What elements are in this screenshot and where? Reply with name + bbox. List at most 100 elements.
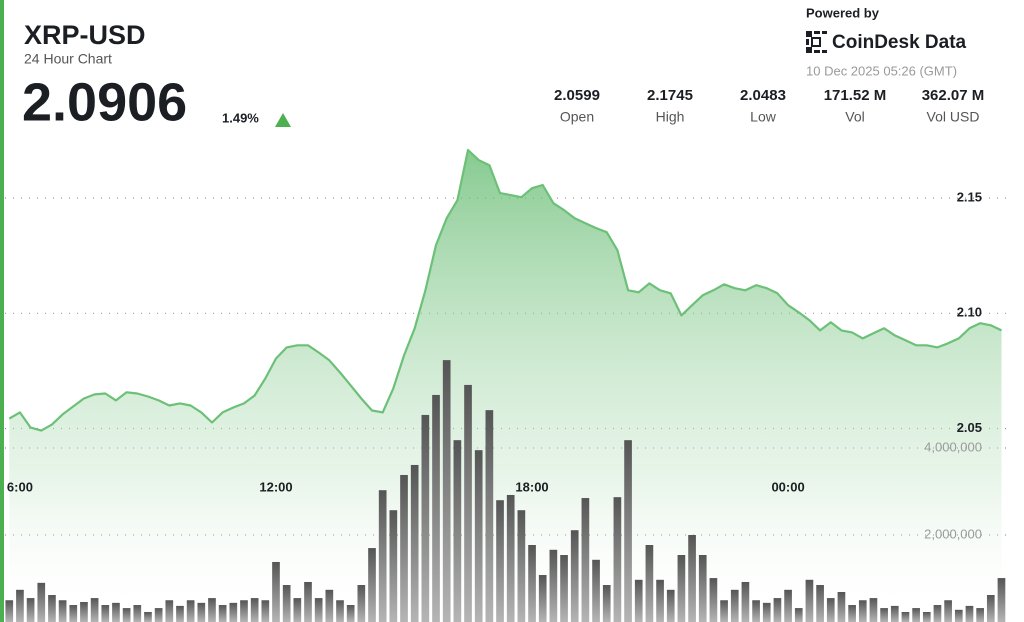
subtitle: 24 Hour Chart bbox=[24, 51, 112, 67]
volume-bar bbox=[453, 440, 462, 622]
volume-bar bbox=[421, 414, 430, 622]
volume-bar bbox=[848, 605, 856, 622]
symbol: XRP-USD bbox=[24, 20, 146, 50]
volume-bar bbox=[69, 605, 78, 622]
volume-bar bbox=[432, 394, 440, 622]
volume-bar bbox=[154, 608, 163, 622]
price: 2.0906 bbox=[22, 72, 187, 132]
volume-bar bbox=[16, 589, 24, 622]
volume-bar bbox=[592, 559, 600, 622]
stat-label: Open bbox=[560, 109, 594, 125]
volume-bar bbox=[282, 585, 291, 622]
volume-bar bbox=[730, 589, 739, 622]
stats: 2.0599 Open 2.1745 High 2.0483 Low 171.52 M Vol… bbox=[554, 87, 984, 125]
volume-bar bbox=[90, 598, 99, 622]
volume-bar bbox=[485, 410, 494, 622]
volume-bar bbox=[389, 510, 398, 622]
volume-bar bbox=[624, 440, 632, 622]
volume-bar bbox=[208, 598, 216, 622]
volume-bar bbox=[933, 605, 942, 622]
volume-bar bbox=[186, 600, 195, 622]
y-tick-label: 4,000,000 bbox=[924, 439, 982, 454]
volume-bar bbox=[602, 585, 611, 622]
volume-bar bbox=[400, 474, 408, 622]
volume-bar bbox=[538, 575, 547, 622]
volume-bar bbox=[112, 602, 120, 622]
stat-value: 2.0483 bbox=[740, 87, 786, 104]
volume-bar bbox=[997, 578, 1006, 622]
volume-bar bbox=[506, 494, 515, 622]
brand: CoinDesk Data bbox=[832, 32, 967, 53]
x-tick-label: 6:00 bbox=[7, 479, 33, 494]
volume-bar bbox=[762, 602, 771, 622]
volume-bar bbox=[304, 581, 312, 622]
volume-bar bbox=[261, 600, 270, 622]
volume-bar bbox=[442, 360, 451, 622]
volume-bar bbox=[133, 605, 142, 622]
volume-bar bbox=[773, 598, 782, 622]
accent-bar bbox=[0, 0, 4, 622]
volume-bar bbox=[197, 602, 206, 622]
volume-bar bbox=[5, 600, 14, 622]
powered-by: Powered by bbox=[806, 5, 880, 20]
axis-labels: 2.05 2.10 2.15 6:00 12:00 18:00 00:00 2,000,000… bbox=[7, 190, 982, 542]
volume-bar bbox=[368, 548, 376, 622]
volume-bar bbox=[837, 591, 846, 622]
volume-bar bbox=[165, 600, 174, 622]
marks bbox=[5, 148, 1006, 622]
volume-bar bbox=[720, 600, 728, 622]
volume-bar bbox=[880, 608, 888, 622]
volume-bar bbox=[58, 600, 67, 622]
volume-bar bbox=[570, 530, 579, 622]
volume-bar bbox=[229, 602, 238, 622]
volume-bar bbox=[250, 598, 259, 622]
volume-bar bbox=[986, 595, 995, 622]
volume-bar bbox=[656, 579, 664, 622]
stat-value: 2.1745 bbox=[647, 87, 693, 104]
volume-bar bbox=[784, 589, 792, 622]
stat-value: 2.0599 bbox=[554, 87, 600, 104]
volume-bar bbox=[944, 600, 952, 622]
volume-bar bbox=[826, 598, 835, 622]
x-tick-label: 00:00 bbox=[771, 479, 804, 494]
volume-bar bbox=[613, 497, 622, 622]
stat-value: 171.52 M bbox=[824, 87, 887, 104]
volume-bar bbox=[645, 545, 654, 622]
volume-bar bbox=[528, 545, 536, 622]
price-area bbox=[9, 150, 1002, 622]
volume-bar bbox=[549, 549, 558, 622]
stat-value: 362.07 M bbox=[922, 87, 985, 104]
x-tick-label: 18:00 bbox=[515, 479, 548, 494]
volume-bar bbox=[474, 450, 483, 622]
volume-bar bbox=[517, 510, 526, 622]
volume-bar bbox=[314, 598, 323, 622]
y-tick-label: 2.15 bbox=[957, 190, 982, 205]
volume-bar bbox=[80, 601, 88, 622]
stat-label: Low bbox=[750, 109, 777, 125]
volume-bar bbox=[37, 582, 46, 622]
y-tick-label: 2,000,000 bbox=[924, 526, 982, 541]
volume-bar bbox=[144, 611, 152, 622]
volume-bar bbox=[357, 585, 366, 622]
volume-bar bbox=[890, 605, 899, 622]
volume-bar bbox=[752, 600, 760, 622]
x-tick-label: 12:00 bbox=[259, 479, 292, 494]
volume-bar bbox=[26, 598, 35, 622]
volume-bar bbox=[794, 608, 803, 622]
timestamp: 10 Dec 2025 05:26 (GMT) bbox=[806, 63, 957, 78]
change: 1.49% bbox=[222, 110, 259, 125]
plot: 2.05 2.10 2.15 6:00 12:00 18:00 00:00 2,000,000… bbox=[5, 148, 1010, 622]
volume-bar bbox=[976, 608, 984, 622]
volume-bar bbox=[325, 589, 334, 622]
up-arrow bbox=[275, 113, 291, 127]
volume-bar bbox=[560, 555, 568, 622]
volume-bar bbox=[869, 598, 878, 622]
volume-bar bbox=[677, 555, 686, 622]
volume-bar bbox=[272, 561, 280, 622]
volume-bar bbox=[698, 555, 707, 622]
volume-bar bbox=[634, 579, 643, 622]
volume-bar bbox=[912, 608, 920, 622]
volume-bar bbox=[666, 589, 675, 622]
volume-bar bbox=[410, 464, 419, 622]
